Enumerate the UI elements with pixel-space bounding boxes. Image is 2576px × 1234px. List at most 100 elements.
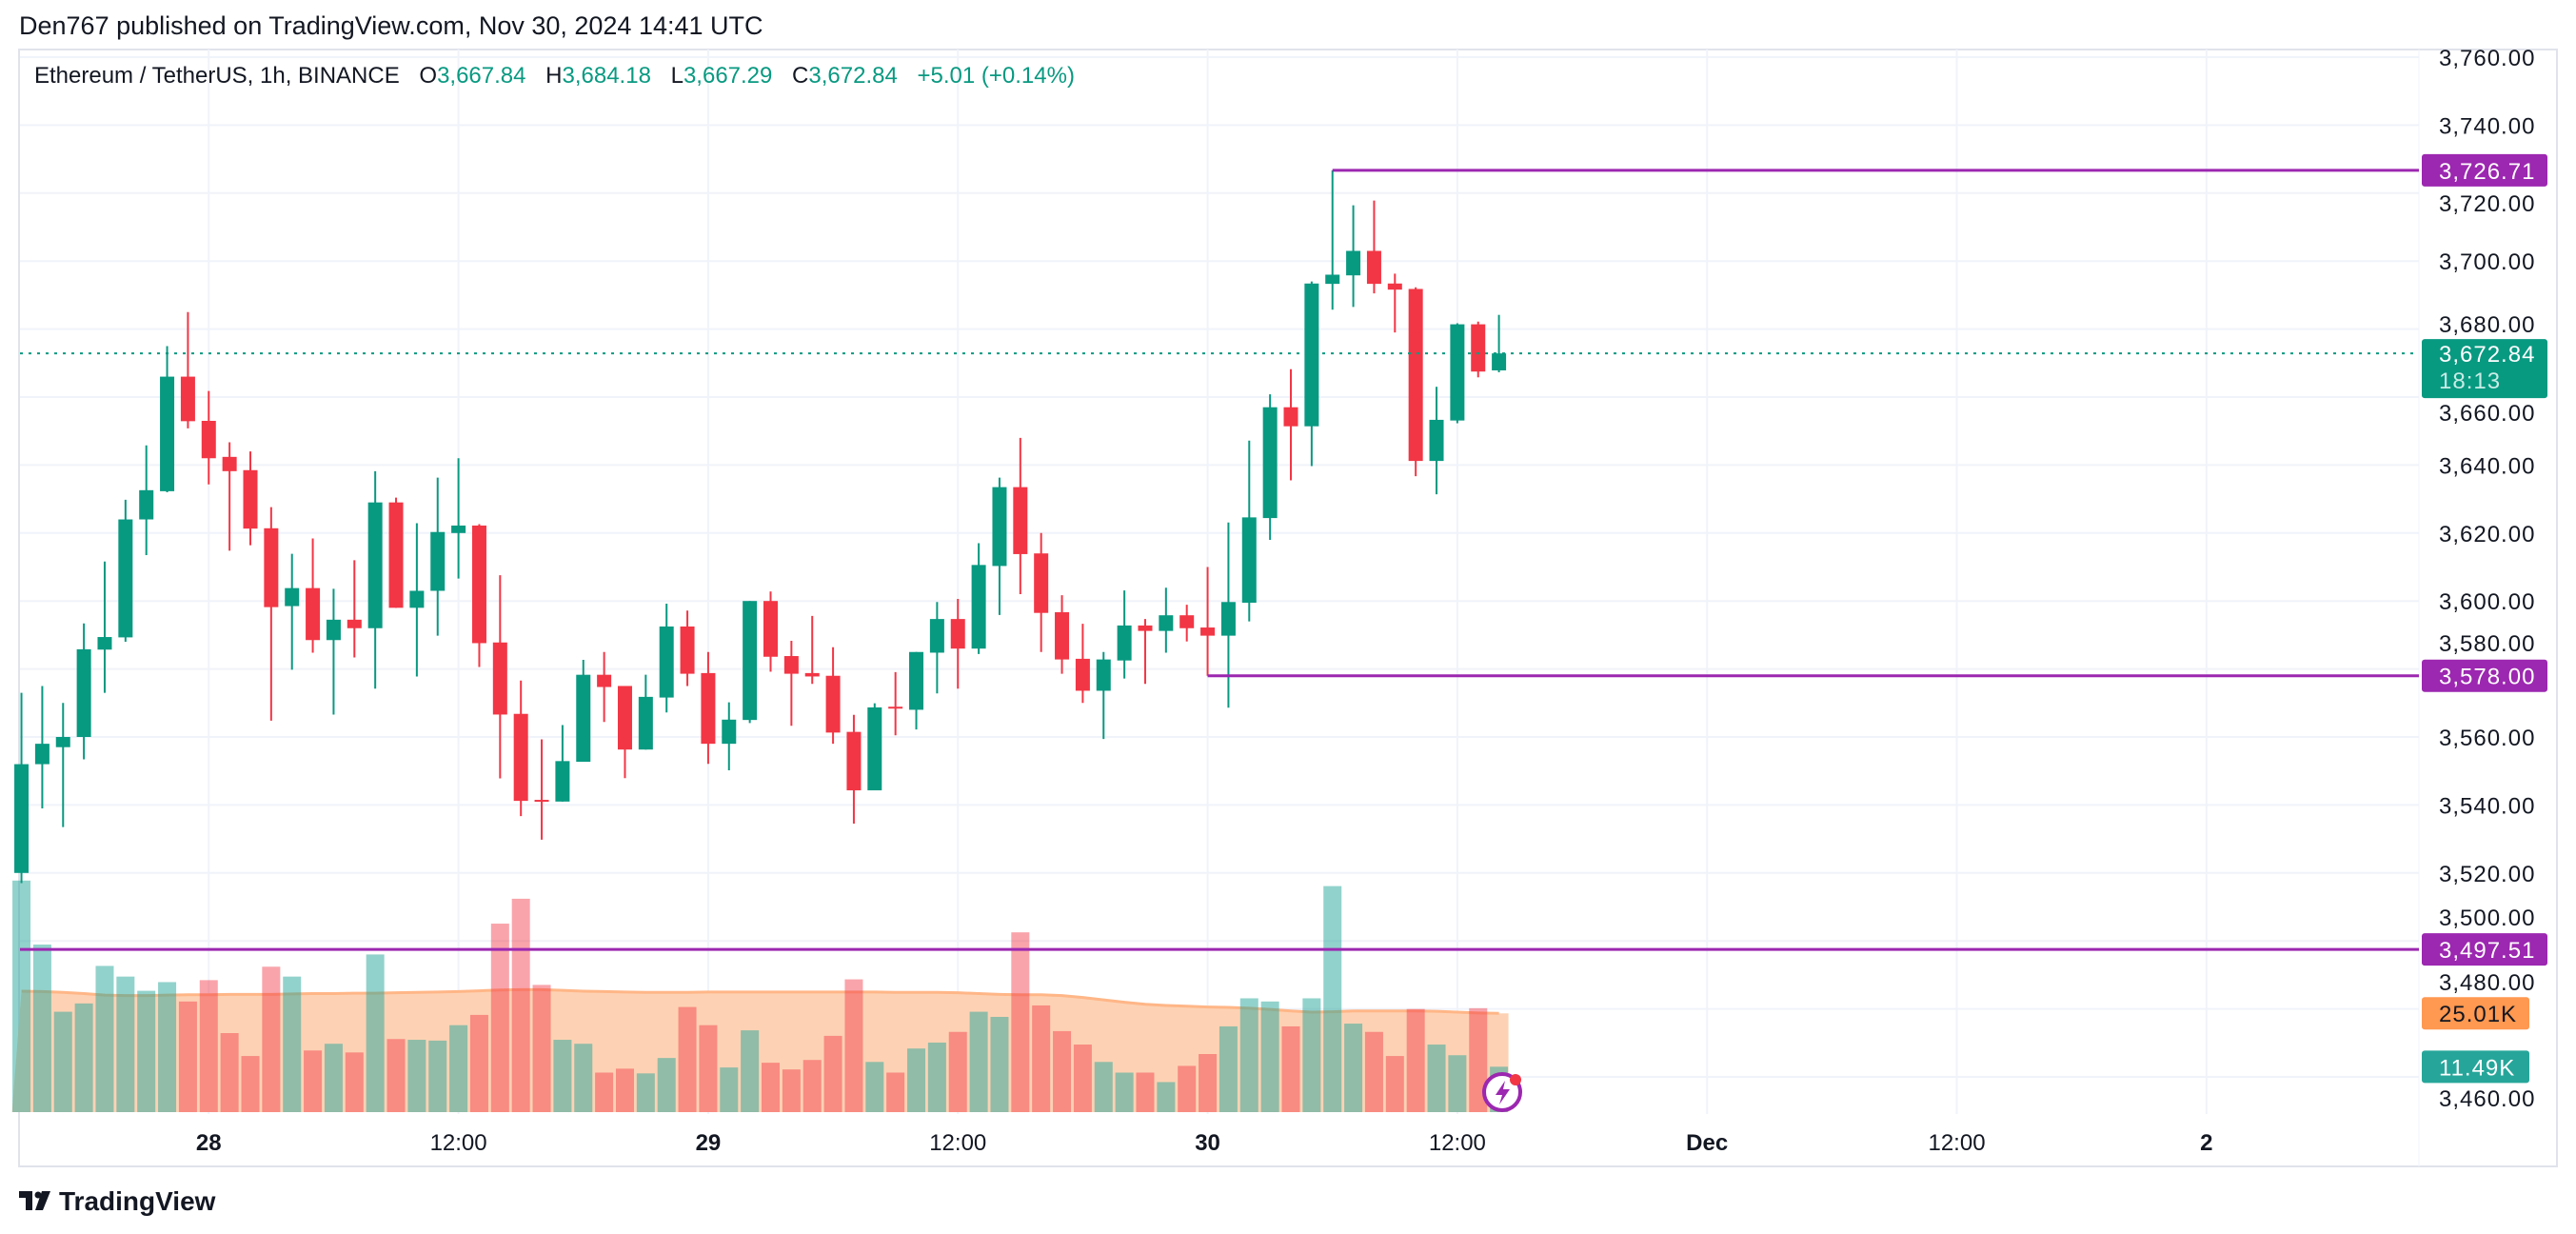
candle-down <box>825 647 841 745</box>
volume-bar <box>220 1033 239 1112</box>
level-badge-bg <box>2422 659 2547 692</box>
volume-bar <box>844 979 863 1112</box>
candle-body <box>1159 615 1174 631</box>
candle-up <box>409 523 425 677</box>
candle-body <box>763 601 778 657</box>
candle-up <box>160 346 175 492</box>
candle-up <box>1096 651 1111 740</box>
candle-down <box>201 390 216 485</box>
volume-bar <box>241 1056 260 1112</box>
candle-body <box>576 674 591 763</box>
symbol-title: Ethereum / TetherUS, 1h, BINANCE <box>34 63 400 89</box>
volume-bar <box>262 966 281 1112</box>
volume-ma-badge: 25.01K <box>2422 997 2529 1030</box>
candle-body <box>180 376 195 422</box>
price-axis-label: 3,540.00 <box>2439 793 2535 819</box>
candle-up <box>451 458 466 579</box>
bar-countdown-text: 18:13 <box>2439 368 2501 394</box>
candle-up <box>285 553 300 670</box>
volume-bar <box>511 898 530 1112</box>
volume-bar <box>1157 1082 1176 1112</box>
candle-body <box>1200 627 1216 636</box>
candle-up <box>326 588 341 715</box>
candle-body <box>201 420 216 459</box>
volume-bar <box>449 1025 468 1112</box>
chart-frame <box>18 49 2558 1167</box>
candle-down <box>1138 619 1153 685</box>
level-badge-bg <box>2422 933 2547 966</box>
candle-down <box>1200 567 1216 676</box>
lightning-badge-icon[interactable] <box>1482 1072 1522 1112</box>
horizontal-levels[interactable] <box>20 169 2419 951</box>
volume-bar <box>158 982 177 1112</box>
candle-down <box>243 451 258 546</box>
high-label: H <box>545 63 563 89</box>
volume-bar <box>990 1016 1009 1112</box>
level-price-badge: 3,497.51 <box>2422 933 2547 966</box>
price-axis-label: 3,700.00 <box>2439 249 2535 275</box>
volume-pane <box>11 880 1509 1112</box>
candle-down <box>597 651 612 723</box>
volume-bar <box>1094 1062 1113 1112</box>
volume-bar <box>1053 1030 1072 1112</box>
candle-body <box>1325 274 1340 285</box>
brand-name: TradingView <box>59 1186 216 1216</box>
candle-body <box>222 456 237 471</box>
candle-down <box>1366 200 1381 294</box>
volume-ma-badge-text: 25.01K <box>2439 1002 2517 1027</box>
open-value: 3,667.84 <box>437 63 526 89</box>
volume-bar <box>1427 1045 1446 1112</box>
level-badge-text: 3,578.00 <box>2439 665 2535 690</box>
candle-body <box>1283 407 1298 427</box>
volume-bar <box>927 1042 946 1112</box>
volume-bar <box>490 924 509 1112</box>
price-axis-label: 3,480.00 <box>2439 970 2535 996</box>
volume-bar <box>469 1014 488 1112</box>
candle-body <box>929 619 944 653</box>
level-badge-text: 3,726.71 <box>2439 159 2535 185</box>
candle-body <box>97 637 112 650</box>
candle-body <box>55 737 70 747</box>
time-axis-label: 2 <box>2200 1130 2212 1156</box>
symbol-legend[interactable]: Ethereum / TetherUS, 1h, BINANCE O3,667.… <box>34 63 1088 90</box>
candle-up <box>1450 323 1465 424</box>
candle-down <box>534 739 549 840</box>
volume-bar <box>95 965 114 1112</box>
candle-body <box>1408 289 1423 462</box>
candle-body <box>1241 517 1257 603</box>
candle-up <box>743 601 758 724</box>
candle-down <box>763 591 778 672</box>
candle-up <box>1241 440 1257 622</box>
volume-bar <box>678 1006 697 1112</box>
candle-body <box>492 642 507 715</box>
candle-down <box>1075 624 1090 704</box>
tradingview-logo[interactable]: TradingView <box>19 1186 215 1217</box>
candle-up <box>555 725 570 802</box>
volume-bar <box>304 1050 323 1112</box>
time-axis[interactable]: 28 12:00 29 12:00 30 12:00 Dec 12:00 2 <box>196 1130 2213 1156</box>
volume-bar <box>803 1060 822 1112</box>
volume-bar <box>948 1031 967 1112</box>
level-badge-text: 3,497.51 <box>2439 938 2535 964</box>
time-axis-label: 28 <box>196 1130 222 1156</box>
volume-ma-badge-bg <box>2422 997 2529 1030</box>
candle-up <box>638 674 653 750</box>
candle-body <box>659 626 674 698</box>
volume-bar <box>615 1068 634 1112</box>
volume-bar <box>553 1040 572 1112</box>
volume-badge-text: 11.49K <box>2439 1055 2515 1081</box>
price-axis-label: 3,460.00 <box>2439 1086 2535 1112</box>
volume-bar <box>74 1003 93 1112</box>
candle-body <box>783 656 799 674</box>
price-axis-label: 3,740.00 <box>2439 113 2535 139</box>
candle-down <box>701 651 716 765</box>
price-axis[interactable]: 3,760.00 3,740.00 3,720.00 3,700.00 3,680.00… <box>2439 46 2535 1112</box>
candle-body <box>534 800 549 803</box>
candle-body <box>1346 250 1361 276</box>
candle-down <box>347 560 362 658</box>
candle-up <box>34 686 50 808</box>
volume-bar <box>1136 1072 1155 1112</box>
volume-bar <box>907 1048 926 1112</box>
